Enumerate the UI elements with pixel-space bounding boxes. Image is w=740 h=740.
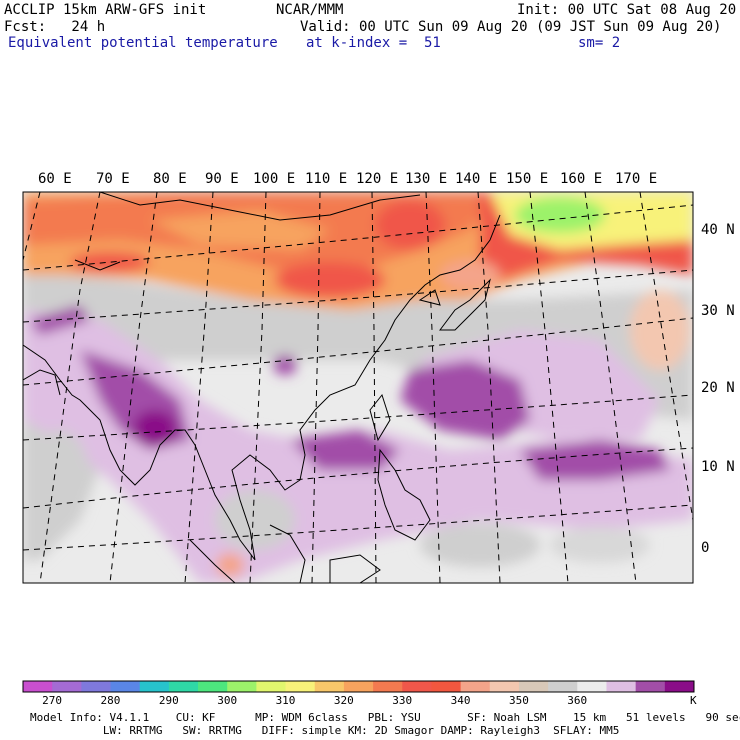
colorbar-swatch <box>577 681 607 692</box>
level-index: at k-index = 51 <box>306 35 441 51</box>
colorbar-tick-label: 310 <box>275 694 296 707</box>
coastlines <box>23 192 501 583</box>
colorbar-swatch <box>256 681 287 692</box>
colorbar-swatch <box>285 681 316 692</box>
lat-label-20n: 20 N <box>701 380 735 396</box>
smoothing-label: sm= 2 <box>578 35 621 51</box>
lat-label-0: 0 <box>701 540 710 556</box>
field-shading <box>23 192 693 583</box>
lon-label-80e: 80 E <box>153 171 187 187</box>
colorbar-swatch <box>518 681 549 692</box>
colorbar-swatch <box>635 681 666 692</box>
theta-e-map <box>22 191 694 584</box>
field-name: Equivalent potential temperature <box>8 35 278 51</box>
model-info-line2: LW: RRTMG SW: RRTMG DIFF: simple KM: 2D … <box>30 724 620 737</box>
colorbar-swatch <box>489 681 520 692</box>
colorbar-swatch <box>548 681 578 692</box>
forecast-hour: Fcst: 24 h <box>4 19 106 35</box>
colorbar-tick-label: 270 <box>42 694 63 707</box>
lat-label-10n: 10 N <box>701 459 735 475</box>
lon-label-160e: 160 E <box>560 171 603 187</box>
lat-label-40n: 40 N <box>701 222 735 238</box>
colorbar-swatch <box>606 681 637 692</box>
colorbar-swatch <box>402 681 432 692</box>
colorbar-border <box>22 680 695 693</box>
colorbar-tick-label: 280 <box>100 694 121 707</box>
colorbar-swatch <box>52 681 82 692</box>
lon-label-150e: 150 E <box>506 171 549 187</box>
colorbar-tick-label: 330 <box>392 694 413 707</box>
colorbar-swatch <box>110 681 141 692</box>
init-time: Init: 00 UTC Sat 08 Aug 20 <box>517 2 737 18</box>
colorbar-swatch <box>168 681 199 692</box>
lon-label-90e: 90 E <box>205 171 239 187</box>
colorbar-unit: K <box>690 694 697 707</box>
colorbar-swatch <box>314 681 345 692</box>
colorbar-tick-label: 350 <box>508 694 529 707</box>
lon-label-60e: 60 E <box>38 171 72 187</box>
lon-label-100e: 100 E <box>253 171 296 187</box>
colorbar-tick-label: 300 <box>217 694 238 707</box>
valid-time: Valid: 00 UTC Sun 09 Aug 20 (09 JST Sun … <box>300 19 722 35</box>
colorbar-tick-label: 290 <box>158 694 179 707</box>
colorbar-swatch <box>373 681 403 692</box>
colorbar-swatches <box>22 680 695 693</box>
colorbar-tick-label: 360 <box>567 694 588 707</box>
lon-label-140e: 140 E <box>455 171 498 187</box>
colorbar-swatch <box>343 681 374 692</box>
map-frame <box>22 191 694 584</box>
colorbar-tick-label: 320 <box>333 694 354 707</box>
lon-label-70e: 70 E <box>96 171 130 187</box>
colorbar-swatch <box>198 681 228 692</box>
colorbar-swatch <box>664 681 695 692</box>
model-info-line1: Model Info: V4.1.1 CU: KF MP: WDM 6class… <box>30 711 740 724</box>
colorbar-swatch <box>460 681 491 692</box>
run-title: ACCLIP 15km ARW-GFS init <box>4 2 207 18</box>
lon-label-130e: 130 E <box>405 171 448 187</box>
colorbar-swatch <box>139 681 170 692</box>
colorbar-swatch <box>227 681 257 692</box>
colorbar-swatch <box>81 681 112 692</box>
lat-label-30n: 30 N <box>701 303 735 319</box>
colorbar-swatch <box>23 681 53 692</box>
institution-label: NCAR/MMM <box>276 2 344 18</box>
graticule <box>23 192 693 583</box>
colorbar-swatch <box>431 681 462 692</box>
colorbar-tick-label: 340 <box>450 694 471 707</box>
lon-label-120e: 120 E <box>356 171 399 187</box>
lon-label-110e: 110 E <box>305 171 348 187</box>
lon-label-170e: 170 E <box>615 171 658 187</box>
